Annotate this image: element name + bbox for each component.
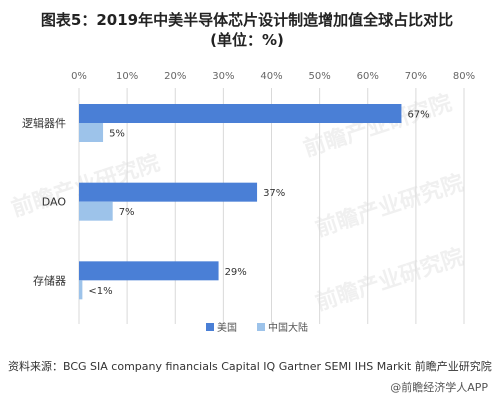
x-tick-label: 60% [357, 71, 379, 82]
x-tick-label: 20% [164, 71, 186, 82]
x-tick-label: 30% [212, 71, 234, 82]
x-tick-label: 40% [260, 71, 282, 82]
data-label: 5% [109, 129, 125, 140]
legend-label: 美国 [217, 321, 237, 334]
credit-note: @前瞻经济学人APP [390, 381, 488, 394]
x-tick-label: 0% [71, 71, 87, 82]
bar-us [79, 182, 258, 202]
source-note: 资料来源：BCG SIA company financials Capital … [8, 360, 492, 373]
data-label: 7% [119, 207, 135, 218]
x-tick-label: 70% [405, 71, 427, 82]
bar-cn [79, 280, 83, 300]
x-tick-label: 10% [116, 71, 138, 82]
data-label: 37% [263, 188, 285, 199]
data-label: <1% [88, 286, 112, 297]
bar-us [79, 104, 402, 123]
bar-cn [79, 201, 113, 221]
bar-cn [79, 123, 104, 142]
data-label: 29% [225, 267, 247, 278]
category-label: 逻辑器件 [22, 116, 66, 130]
chart-subtitle: (单位：%) [210, 31, 284, 49]
bar-chart: 0% 10% 20% 30% 40% 50% 60% 70% 80% 逻辑器件 67% 5% DAO 37… [22, 71, 475, 334]
category-label: DAO [42, 196, 67, 209]
chart-title: 图表5：2019年中美半导体芯片设计制造增加值全球占比对比 [40, 11, 454, 29]
x-tick-label: 80% [453, 71, 475, 82]
legend-swatch [257, 323, 265, 331]
category-label: 存储器 [33, 273, 66, 287]
x-tick-label: 50% [309, 71, 331, 82]
legend-label: 中国大陆 [268, 321, 308, 334]
legend-swatch [206, 323, 214, 331]
bar-us [79, 261, 219, 281]
data-label: 67% [407, 110, 429, 121]
